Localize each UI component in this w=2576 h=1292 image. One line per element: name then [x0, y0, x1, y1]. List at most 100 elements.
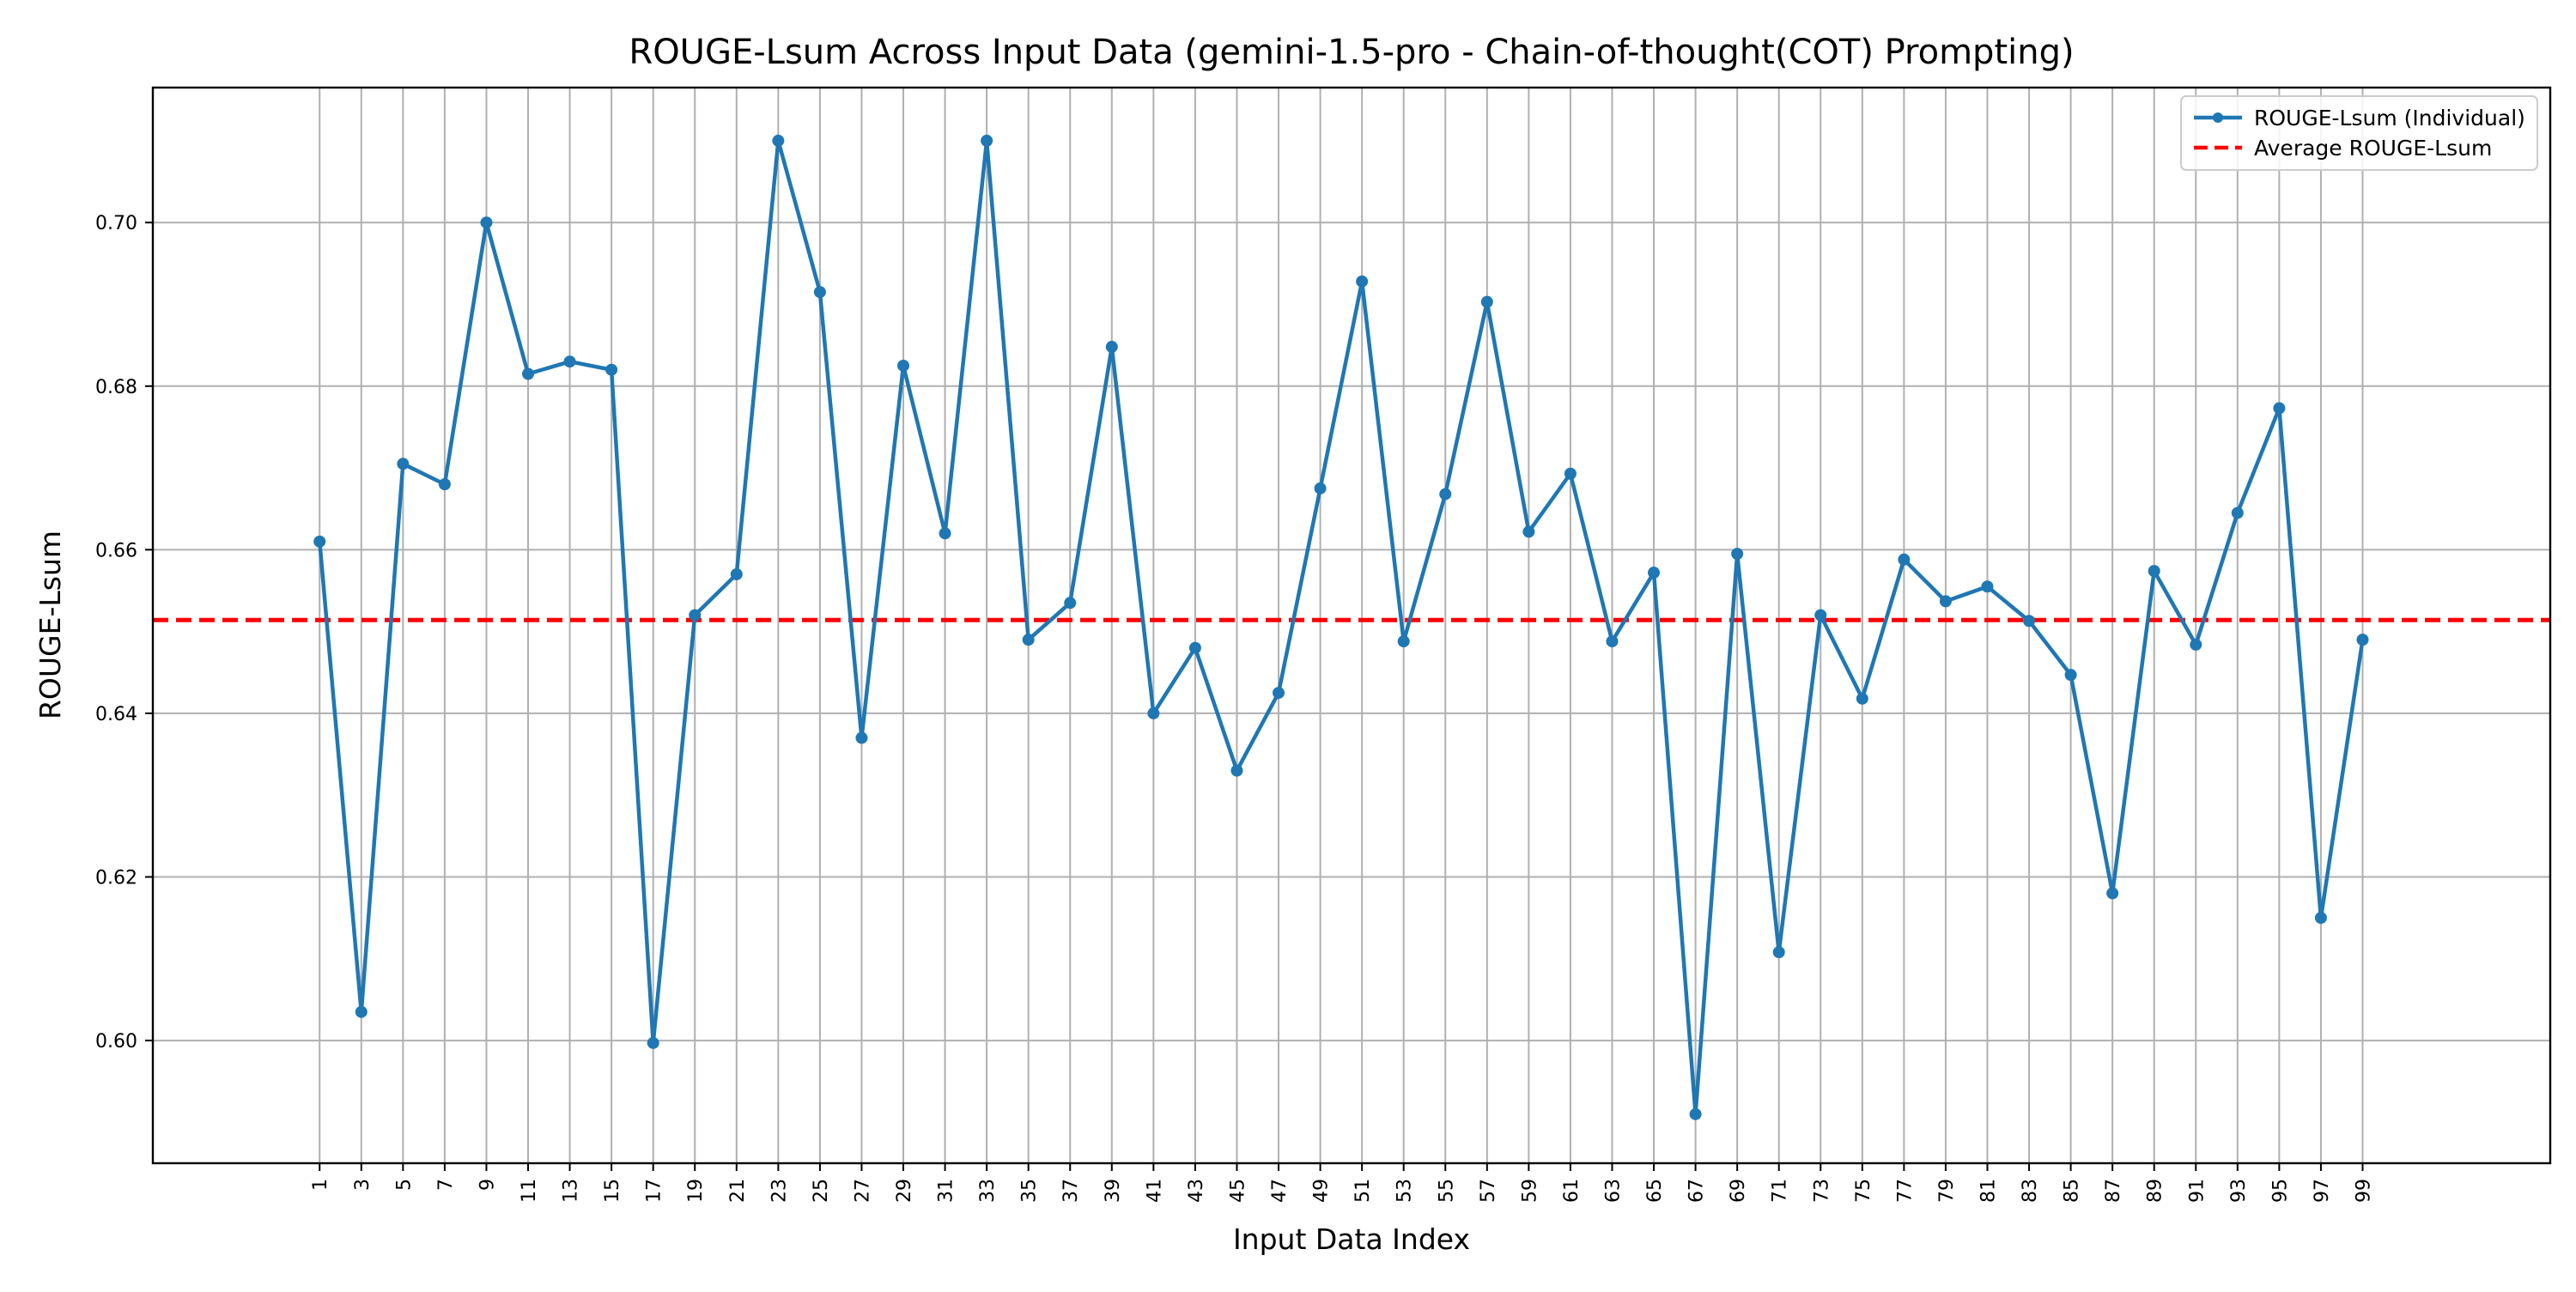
data-point — [1439, 488, 1452, 500]
data-point — [1814, 609, 1827, 622]
y-tick-label: 0.60 — [95, 1031, 137, 1052]
x-tick-label: 63 — [1602, 1179, 1624, 1203]
x-tick-label: 55 — [1436, 1179, 1457, 1203]
x-tick-label: 81 — [1978, 1179, 1999, 1203]
x-tick-label: 23 — [769, 1179, 790, 1203]
x-tick-label: 97 — [2312, 1179, 2333, 1203]
data-point — [605, 363, 618, 376]
x-tick-label: 33 — [977, 1179, 999, 1203]
x-tick-label: 29 — [894, 1179, 915, 1203]
data-point — [1105, 341, 1118, 354]
data-point — [2148, 565, 2160, 578]
data-point — [1273, 687, 1285, 700]
legend-label-individual: ROUGE-Lsum (Individual) — [2254, 106, 2525, 130]
x-tick-label: 65 — [1644, 1179, 1666, 1203]
data-point — [1898, 553, 1911, 566]
x-tick-label: 13 — [561, 1179, 582, 1203]
data-point — [1188, 641, 1201, 654]
x-tick-label: 31 — [936, 1179, 957, 1203]
data-point — [522, 367, 535, 380]
data-point — [397, 458, 410, 470]
x-tick-label: 95 — [2269, 1179, 2291, 1203]
data-point — [1564, 467, 1577, 480]
x-axis: 1 3 5 7 9 11 13 15 17 19 21 23 25 27 29 31 33 35 37 39 41 43 4… — [310, 1163, 2374, 1203]
x-tick-label: 11 — [519, 1179, 540, 1203]
x-tick-label: 21 — [727, 1179, 749, 1203]
data-point — [1064, 597, 1077, 610]
data-point — [563, 355, 576, 368]
data-point — [1522, 525, 1535, 538]
legend: ROUGE-Lsum (Individual) Average ROUGE-Ls… — [2180, 95, 2538, 171]
x-tick-label: 79 — [1936, 1179, 1958, 1203]
x-tick-label: 91 — [2186, 1179, 2208, 1203]
x-tick-label: 7 — [435, 1179, 457, 1191]
data-point — [2190, 638, 2202, 651]
data-point — [1606, 635, 1619, 648]
data-point — [1480, 295, 1493, 308]
x-tick-label: 89 — [2145, 1179, 2166, 1203]
data-point — [1856, 692, 1868, 705]
x-tick-label: 19 — [685, 1179, 707, 1203]
data-point — [855, 731, 868, 744]
data-point — [1648, 567, 1661, 579]
data-point — [1689, 1107, 1702, 1120]
data-point — [772, 134, 785, 147]
data-point — [981, 134, 993, 147]
x-tick-label: 45 — [1227, 1179, 1249, 1203]
data-point — [939, 527, 951, 540]
data-point — [1147, 707, 1160, 719]
x-tick-label: 57 — [1478, 1179, 1499, 1203]
x-tick-label: 83 — [2020, 1179, 2041, 1203]
x-tick-label: 5 — [393, 1179, 415, 1191]
data-point — [1397, 635, 1410, 648]
data-point — [897, 359, 910, 372]
x-tick-label: 87 — [2103, 1179, 2124, 1203]
data-point — [1731, 548, 1744, 561]
y-tick-label: 0.68 — [95, 377, 137, 398]
x-tick-label: 73 — [1811, 1179, 1832, 1203]
data-point — [1939, 595, 1952, 608]
x-tick-label: 71 — [1770, 1179, 1791, 1203]
series-line-individual — [317, 138, 2365, 1117]
legend-label-average: Average ROUGE-Lsum — [2254, 136, 2492, 161]
data-point — [1314, 482, 1327, 494]
x-tick-label: 49 — [1311, 1179, 1333, 1203]
x-tick-label: 43 — [1186, 1179, 1207, 1203]
data-point — [730, 567, 743, 580]
data-point — [2106, 887, 2119, 900]
data-point — [1022, 634, 1035, 646]
data-point — [438, 478, 451, 491]
data-point — [355, 1005, 368, 1018]
x-tick-label: 9 — [477, 1179, 498, 1191]
x-tick-label: 25 — [811, 1179, 832, 1203]
legend-box — [2180, 95, 2538, 171]
x-tick-label: 61 — [1561, 1179, 1583, 1203]
data-point — [2231, 506, 2244, 519]
data-point — [2023, 615, 2036, 628]
y-axis: 0.60 0.62 0.64 0.66 0.68 0.70 — [95, 213, 153, 1052]
x-tick-label: 75 — [1853, 1179, 1874, 1203]
x-tick-label: 41 — [1144, 1179, 1165, 1203]
plot-frame — [151, 86, 2552, 1165]
data-point — [813, 286, 826, 299]
data-point — [1981, 580, 1994, 593]
data-point — [2064, 669, 2077, 682]
x-tick-label: 39 — [1103, 1179, 1124, 1203]
y-tick-label: 0.70 — [95, 213, 137, 234]
x-tick-label: 15 — [602, 1179, 623, 1203]
legend-series-marker — [2213, 112, 2223, 123]
data-point — [647, 1036, 659, 1049]
x-tick-label: 93 — [2228, 1179, 2250, 1203]
data-point — [1772, 946, 1785, 959]
data-point — [313, 535, 326, 548]
data-point — [2356, 634, 2369, 646]
data-point — [1230, 764, 1243, 777]
x-tick-label: 59 — [1519, 1179, 1540, 1203]
data-point — [689, 609, 702, 622]
x-tick-label: 85 — [2062, 1179, 2083, 1203]
x-tick-label: 17 — [644, 1179, 665, 1203]
x-tick-label: 51 — [1352, 1179, 1374, 1203]
data-point — [480, 216, 493, 229]
